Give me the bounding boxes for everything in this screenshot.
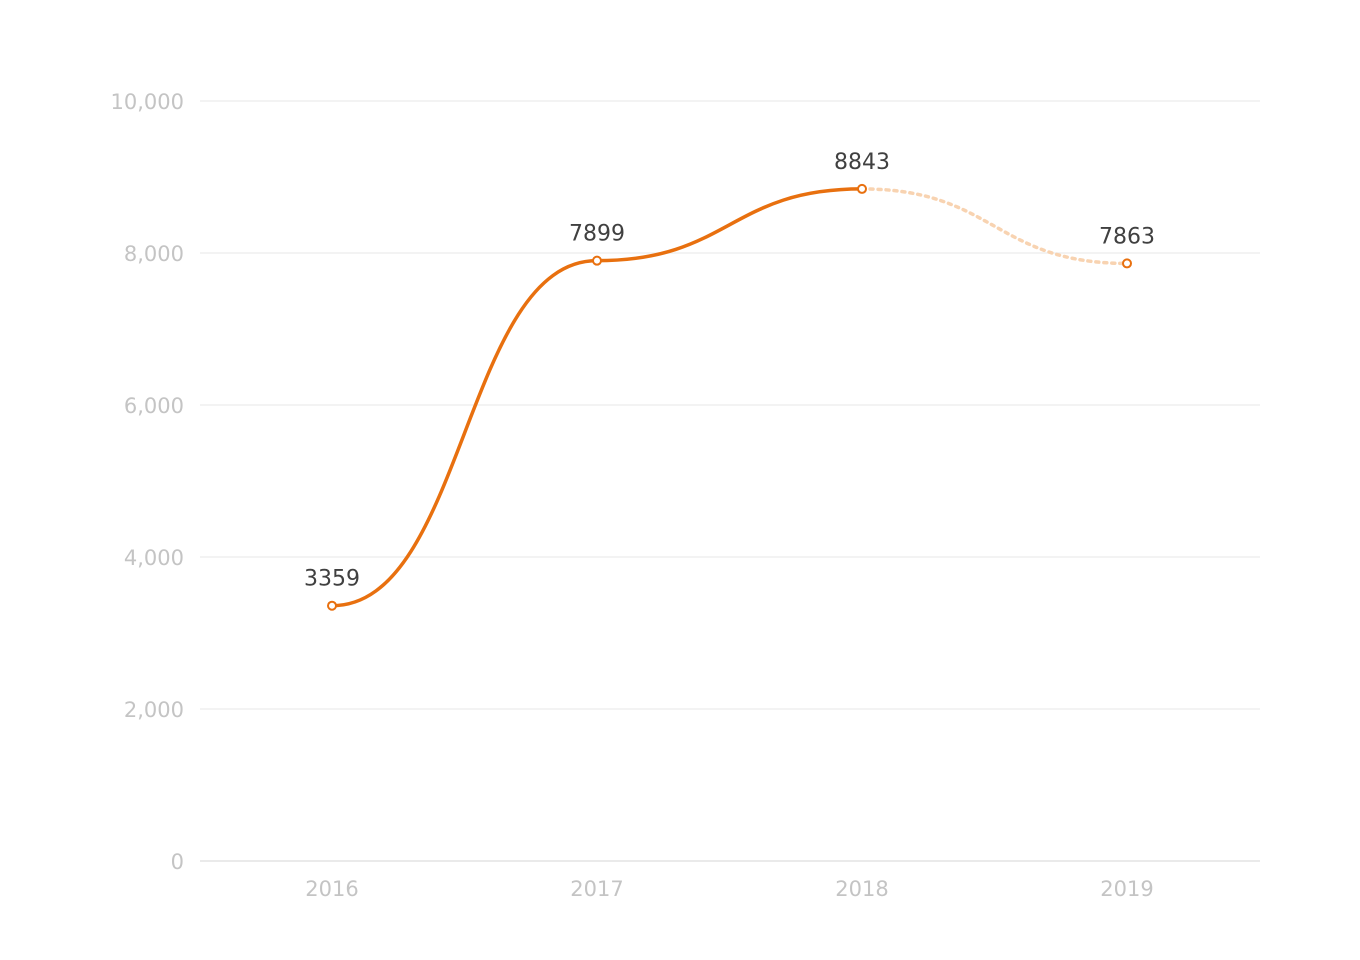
series-projection-segment [860, 187, 1129, 266]
data-point [327, 600, 337, 611]
data-point [857, 183, 867, 194]
y-tick-label: 0 [171, 850, 184, 874]
y-tick-label: 8,000 [124, 242, 184, 266]
y-tick-label: 6,000 [124, 394, 184, 418]
data-label: 3359 [304, 567, 360, 592]
data-point [1122, 258, 1132, 269]
data-labels: 3359 7899 8843 7863 [304, 150, 1155, 592]
y-tick-label: 2,000 [124, 698, 184, 722]
grid [200, 100, 1260, 862]
x-tick-label: 2019 [1100, 877, 1153, 901]
y-tick-label: 10,000 [111, 90, 184, 114]
data-point [592, 255, 602, 266]
x-tick-label: 2016 [305, 877, 358, 901]
y-tick-label: 4,000 [124, 546, 184, 570]
y-axis: 0 2,000 4,000 6,000 8,000 10,000 [111, 90, 184, 874]
x-axis: 2016 2017 2018 2019 [305, 877, 1153, 901]
series-lines [330, 187, 1129, 608]
x-tick-label: 2017 [570, 877, 623, 901]
x-tick-label: 2018 [835, 877, 888, 901]
series-line-segment [595, 187, 864, 263]
data-label: 7899 [569, 222, 625, 247]
series-line-segment [330, 258, 599, 608]
data-points [327, 183, 1132, 611]
data-label: 8843 [834, 150, 890, 175]
data-label: 7863 [1099, 224, 1155, 249]
